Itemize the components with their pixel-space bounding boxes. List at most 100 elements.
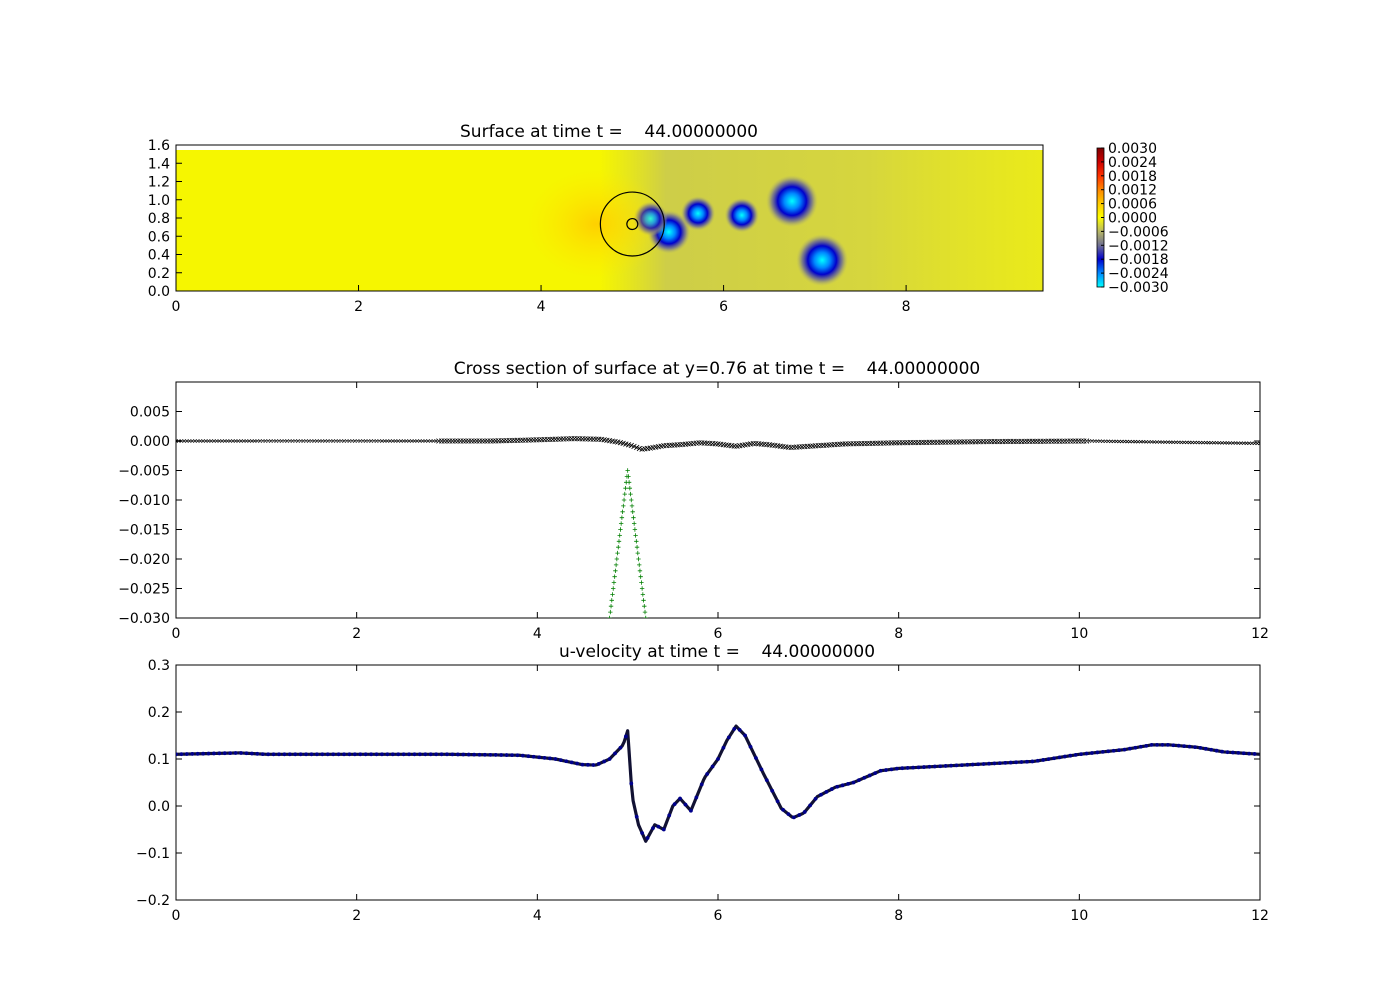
u-velocity-point — [1003, 760, 1008, 765]
u-velocity-point — [954, 763, 959, 768]
u-velocity-point — [1144, 743, 1149, 748]
cross-section-panel: Cross section of surface at y=0.76 at ti… — [118, 359, 1269, 642]
u-velocity-point — [423, 752, 428, 757]
u-velocity-point — [1046, 757, 1051, 761]
u-velocity-point — [840, 783, 845, 788]
u-velocity-point — [965, 762, 970, 767]
cross-section-xtick-label: 12 — [1251, 626, 1269, 642]
u-velocity-point — [217, 751, 222, 756]
u-velocity-point — [260, 752, 265, 757]
u-velocity-point — [526, 754, 531, 759]
colorbar-label: 0.0024 — [1108, 155, 1157, 171]
u-velocity-point — [206, 751, 211, 756]
u-velocity-point — [1187, 744, 1192, 749]
u-velocity-point — [434, 752, 439, 757]
u-velocity-point — [781, 807, 785, 812]
u-velocity-point — [510, 753, 514, 758]
u-velocity-point — [1133, 745, 1138, 750]
surface-ytick-label: 0.4 — [148, 248, 170, 264]
cross-section-ytick-label: 0.000 — [130, 434, 170, 450]
surface-ytick-label: 0.2 — [148, 266, 170, 282]
u-velocity-point — [1171, 743, 1176, 748]
cross-section-ytick-label: −0.010 — [118, 493, 170, 509]
u-velocity-point — [176, 752, 178, 757]
u-velocity-point — [331, 752, 336, 757]
surface-ytick-label: 0.8 — [148, 211, 170, 227]
cross-section-ytick-label: −0.005 — [118, 464, 170, 480]
u-velocity-point — [315, 752, 319, 757]
u-velocity-point — [537, 755, 542, 760]
colorbar-label: 0.0012 — [1108, 183, 1157, 199]
u-velocity-xtick-label: 8 — [894, 908, 903, 924]
u-velocity-point — [992, 761, 997, 766]
u-velocity-point — [721, 745, 726, 750]
u-velocity-point — [645, 836, 650, 840]
u-velocity-point — [222, 751, 227, 756]
u-velocity-point — [607, 757, 612, 761]
u-velocity-point — [282, 752, 287, 757]
u-velocity-point — [277, 752, 281, 757]
u-velocity-xtick-label: 6 — [714, 908, 723, 924]
u-velocity-point — [352, 752, 357, 757]
u-velocity-point — [770, 788, 775, 793]
u-velocity-point — [336, 752, 341, 757]
cross-section-frame — [175, 381, 1261, 619]
u-velocity-point — [672, 802, 677, 807]
u-velocity-point — [542, 755, 547, 760]
cross-section-xtick-label: 2 — [352, 626, 361, 642]
u-velocity-point — [548, 756, 552, 761]
u-velocity-point — [808, 803, 813, 808]
u-velocity-point — [754, 756, 758, 760]
u-velocity-point — [932, 764, 937, 769]
u-velocity-point — [1030, 759, 1035, 764]
u-velocity-point — [575, 761, 579, 766]
u-velocity-point — [1095, 750, 1100, 755]
bottom-profile-markers — [607, 468, 648, 618]
u-velocity-point — [1035, 758, 1040, 763]
u-velocity-point — [835, 784, 840, 789]
u-velocity-point — [732, 727, 737, 731]
u-velocity-point — [461, 752, 466, 757]
u-velocity-point — [976, 762, 981, 767]
surface-trough — [724, 198, 760, 233]
u-velocity-point — [694, 795, 699, 800]
u-velocity-point — [683, 802, 688, 807]
u-velocity-point — [905, 766, 910, 770]
u-velocity-point — [358, 752, 363, 757]
u-velocity-point — [922, 765, 926, 769]
u-velocity-point — [553, 757, 558, 761]
u-velocity-point — [428, 752, 433, 757]
u-velocity-xtick-label: 4 — [533, 908, 542, 924]
u-velocity-point — [1193, 745, 1197, 749]
u-velocity-point — [1209, 747, 1214, 752]
u-velocity-point — [1214, 748, 1219, 753]
u-velocity-point — [1128, 746, 1132, 751]
u-velocity-point — [705, 772, 710, 776]
u-velocity-point — [450, 752, 455, 757]
u-velocity-point — [851, 780, 856, 785]
u-velocity-point — [520, 753, 525, 758]
u-velocity-point — [564, 759, 569, 764]
u-velocity-point — [580, 762, 585, 767]
u-velocity-point — [309, 752, 314, 757]
u-velocity-point — [1247, 751, 1252, 756]
u-velocity-xtick-label: 2 — [352, 908, 361, 924]
surface-ytick-label: 0.0 — [148, 284, 170, 300]
u-velocity-point — [710, 764, 715, 769]
u-velocity-point — [472, 752, 476, 757]
u-velocity-point — [1138, 744, 1143, 749]
u-velocity-point — [1160, 743, 1165, 747]
u-velocity-point — [737, 727, 742, 732]
u-velocity-point — [786, 812, 791, 817]
u-velocity-point — [1182, 744, 1187, 749]
colorbar-label: −0.0018 — [1108, 252, 1169, 268]
u-velocity-point — [1084, 751, 1089, 756]
u-velocity-ytick-label: 0.3 — [148, 658, 170, 674]
u-velocity-frame — [175, 664, 1261, 901]
u-velocity-point — [407, 752, 411, 757]
cross-section-xtick-label: 10 — [1070, 626, 1088, 642]
u-velocity-point — [1100, 749, 1105, 754]
u-velocity-point — [515, 753, 520, 758]
u-velocity-point — [602, 759, 607, 764]
u-velocity-point — [374, 752, 379, 757]
